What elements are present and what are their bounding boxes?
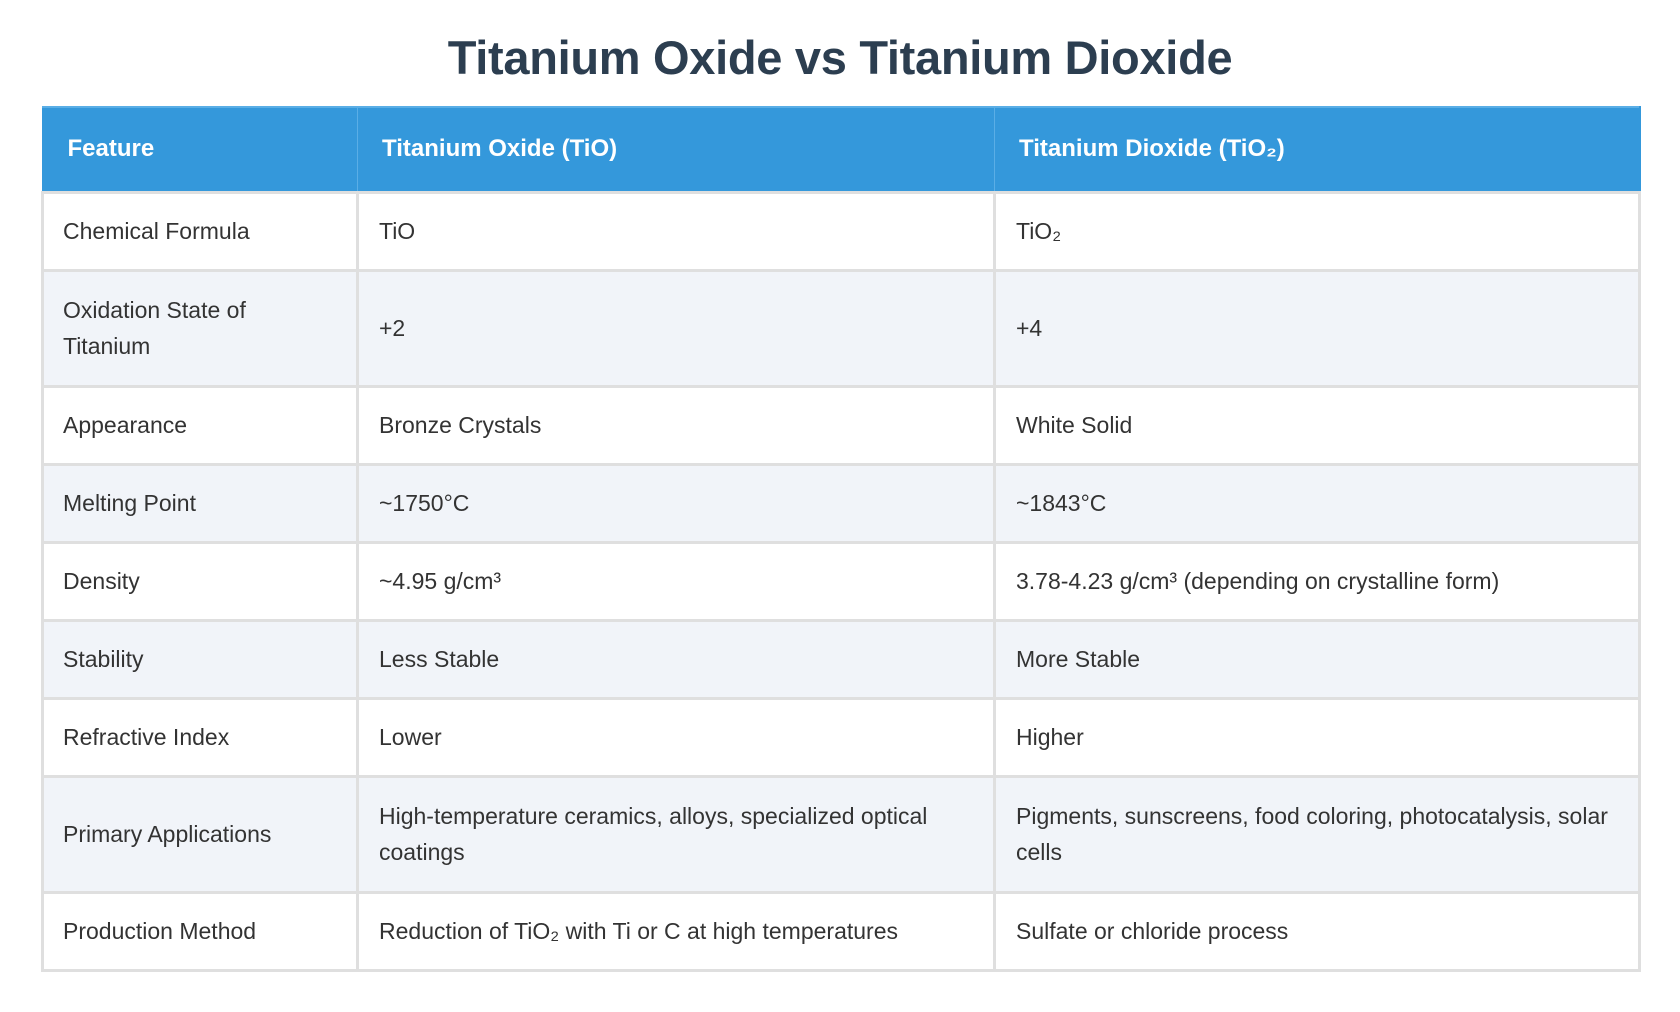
- tio2-cell: Pigments, sunscreens, food coloring, pho…: [993, 774, 1641, 894]
- table-row: Chemical Formula TiO TiO₂: [41, 190, 1641, 272]
- comparison-table: Feature Titanium Oxide (TiO) Titanium Di…: [41, 106, 1641, 972]
- tio2-cell: 3.78-4.23 g/cm³ (depending on crystallin…: [993, 540, 1641, 622]
- table-header: Feature Titanium Oxide (TiO) Titanium Di…: [41, 106, 1641, 192]
- table-row: Melting Point ~1750°C ~1843°C: [41, 462, 1641, 544]
- table-row: Oxidation State of Titanium +2 +4: [41, 268, 1641, 388]
- comparison-table-container: Feature Titanium Oxide (TiO) Titanium Di…: [41, 106, 1641, 972]
- tio2-cell: Higher: [993, 696, 1641, 778]
- table-body: Chemical Formula TiO TiO₂ Oxidation Stat…: [41, 190, 1641, 972]
- tio2-cell: TiO₂: [993, 190, 1641, 272]
- feature-cell: Chemical Formula: [41, 190, 359, 272]
- tio-cell: Reduction of TiO₂ with Ti or C at high t…: [356, 890, 996, 972]
- table-row: Appearance Bronze Crystals White Solid: [41, 384, 1641, 466]
- tio-cell: TiO: [356, 190, 996, 272]
- column-header-titanium-dioxide: Titanium Dioxide (TiO₂): [994, 106, 1641, 192]
- feature-cell: Appearance: [41, 384, 359, 466]
- tio2-cell: ~1843°C: [993, 462, 1641, 544]
- tio-cell: High-temperature ceramics, alloys, speci…: [356, 774, 996, 894]
- tio-cell: ~4.95 g/cm³: [356, 540, 996, 622]
- feature-cell: Refractive Index: [41, 696, 359, 778]
- tio2-cell: White Solid: [993, 384, 1641, 466]
- tio-cell: Bronze Crystals: [356, 384, 996, 466]
- column-header-feature: Feature: [41, 106, 358, 192]
- tio-cell: +2: [356, 268, 996, 388]
- column-header-titanium-oxide: Titanium Oxide (TiO): [357, 106, 995, 192]
- tio-cell: Less Stable: [356, 618, 996, 700]
- feature-cell: Primary Applications: [41, 774, 359, 894]
- feature-cell: Oxidation State of Titanium: [41, 268, 359, 388]
- tio-cell: Lower: [356, 696, 996, 778]
- feature-cell: Production Method: [41, 890, 359, 972]
- feature-cell: Stability: [41, 618, 359, 700]
- table-row: Primary Applications High-temperature ce…: [41, 774, 1641, 894]
- tio2-cell: More Stable: [993, 618, 1641, 700]
- tio2-cell: +4: [993, 268, 1641, 388]
- table-row: Stability Less Stable More Stable: [41, 618, 1641, 700]
- feature-cell: Melting Point: [41, 462, 359, 544]
- tio-cell: ~1750°C: [356, 462, 996, 544]
- table-row: Density ~4.95 g/cm³ 3.78-4.23 g/cm³ (dep…: [41, 540, 1641, 622]
- table-row: Production Method Reduction of TiO₂ with…: [41, 890, 1641, 972]
- tio2-cell: Sulfate or chloride process: [993, 890, 1641, 972]
- page-title: Titanium Oxide vs Titanium Dioxide: [447, 31, 1233, 84]
- table-row: Refractive Index Lower Higher: [41, 696, 1641, 778]
- feature-cell: Density: [41, 540, 359, 622]
- header-row: Feature Titanium Oxide (TiO) Titanium Di…: [41, 106, 1641, 192]
